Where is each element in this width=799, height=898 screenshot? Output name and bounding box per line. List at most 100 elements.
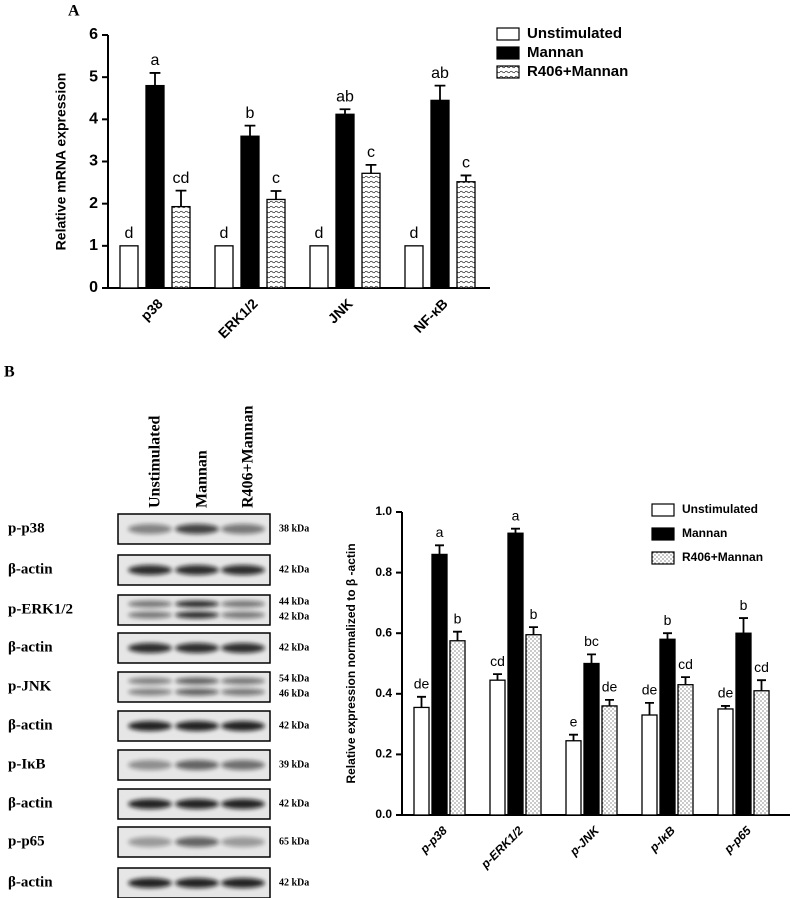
blot-band [221, 600, 265, 608]
significance-label: de [602, 679, 618, 695]
bar [525, 634, 542, 816]
legend-swatch [496, 27, 520, 41]
significance-label: ab [431, 65, 449, 82]
bar [431, 553, 448, 816]
blot-band [221, 760, 265, 770]
blot-band [128, 677, 172, 685]
blot-band [221, 565, 265, 575]
bar [717, 708, 734, 816]
blot-row-label: β-actin [8, 795, 53, 811]
blot-row-label: p-p38 [8, 520, 45, 536]
blot-row-label: β-actin [8, 561, 53, 577]
blot-band [175, 878, 219, 888]
blot-kda-label: 42 kDa [279, 798, 309, 809]
significance-label: b [664, 612, 672, 628]
bar [735, 632, 752, 816]
blot-band [128, 878, 172, 888]
x-tick-label: p-ERK1/2 [478, 823, 527, 872]
error-bar [149, 72, 161, 86]
error-bar [569, 733, 578, 741]
error-bar [529, 626, 538, 635]
bar [214, 245, 234, 289]
significance-label: a [512, 507, 520, 523]
error-bar [270, 190, 282, 200]
legend-label: R406+Mannan [527, 63, 628, 80]
bar [456, 181, 476, 289]
blot-band [175, 721, 219, 731]
blot-band [128, 760, 172, 770]
blot-band [128, 524, 172, 534]
significance-label: b [454, 610, 462, 626]
significance-label: a [151, 52, 160, 69]
blot-band [221, 611, 265, 619]
blot-band [221, 837, 265, 847]
blot-kda-label: 42 kDa [279, 642, 309, 653]
significance-label: cd [678, 656, 693, 672]
blot-band [128, 565, 172, 575]
panel-label: A [68, 3, 80, 20]
blot-band [221, 799, 265, 809]
significance-label: de [642, 682, 658, 698]
bar [240, 135, 260, 289]
blot-band [128, 643, 172, 653]
significance-label: ab [336, 88, 354, 105]
panel-label: B [4, 364, 15, 381]
x-tick-label: p-JNK [566, 823, 603, 860]
significance-label: b [530, 606, 538, 622]
blot-kda-label: 65 kDa [279, 836, 309, 847]
blot-band [175, 524, 219, 534]
bar [677, 684, 694, 816]
bar [753, 690, 770, 816]
error-bar [587, 653, 596, 664]
y-axis-label: Relative expression normalized to β -act… [344, 543, 358, 783]
blot-row-label: β-actin [8, 639, 53, 655]
y-tick-label: 0.0 [375, 807, 392, 821]
blot-kda-label: 42 kDa [279, 611, 309, 622]
significance-label: de [718, 685, 734, 701]
blot-band [128, 688, 172, 696]
blot-band [175, 799, 219, 809]
legend-swatch [496, 65, 520, 79]
x-tick-label: ERK1/2 [215, 295, 261, 341]
bar [507, 532, 524, 816]
blot-band [175, 643, 219, 653]
blot-kda-label: 46 kDa [279, 688, 309, 699]
bar [641, 714, 658, 816]
blot-band [175, 611, 219, 619]
y-tick-label: 5 [89, 68, 98, 85]
significance-label: c [367, 144, 375, 161]
blot-kda-label: 54 kDa [279, 673, 309, 684]
legend-label: Mannan [682, 526, 727, 540]
blot-band [175, 760, 219, 770]
error-bar [434, 84, 446, 101]
legend-label: Unstimulated [527, 25, 622, 42]
bar [449, 640, 466, 816]
error-bar [511, 527, 520, 534]
bar [309, 245, 329, 289]
bar [404, 245, 424, 289]
y-tick-label: 3 [89, 153, 98, 170]
x-tick-label: p38 [137, 295, 166, 324]
legend-label: R406+Mannan [682, 550, 763, 564]
significance-label: e [570, 713, 578, 729]
blot-band [175, 677, 219, 685]
blot-kda-label: 42 kDa [279, 564, 309, 575]
bar [583, 662, 600, 816]
error-bar [493, 673, 502, 681]
blot-band [221, 721, 265, 731]
error-bar [365, 163, 377, 174]
blot-band [175, 565, 219, 575]
legend-swatch [651, 527, 675, 541]
blot-column-header: Mannan [194, 450, 211, 508]
bar [335, 113, 355, 289]
blot-band [128, 611, 172, 619]
y-tick-label: 4 [89, 111, 98, 128]
y-tick-label: 0.8 [375, 565, 392, 579]
significance-label: a [436, 524, 444, 540]
x-tick-label: p-p65 [721, 823, 754, 856]
error-bar [645, 701, 654, 716]
error-bar [175, 189, 187, 207]
legend-swatch [651, 503, 675, 517]
bar [601, 705, 618, 816]
